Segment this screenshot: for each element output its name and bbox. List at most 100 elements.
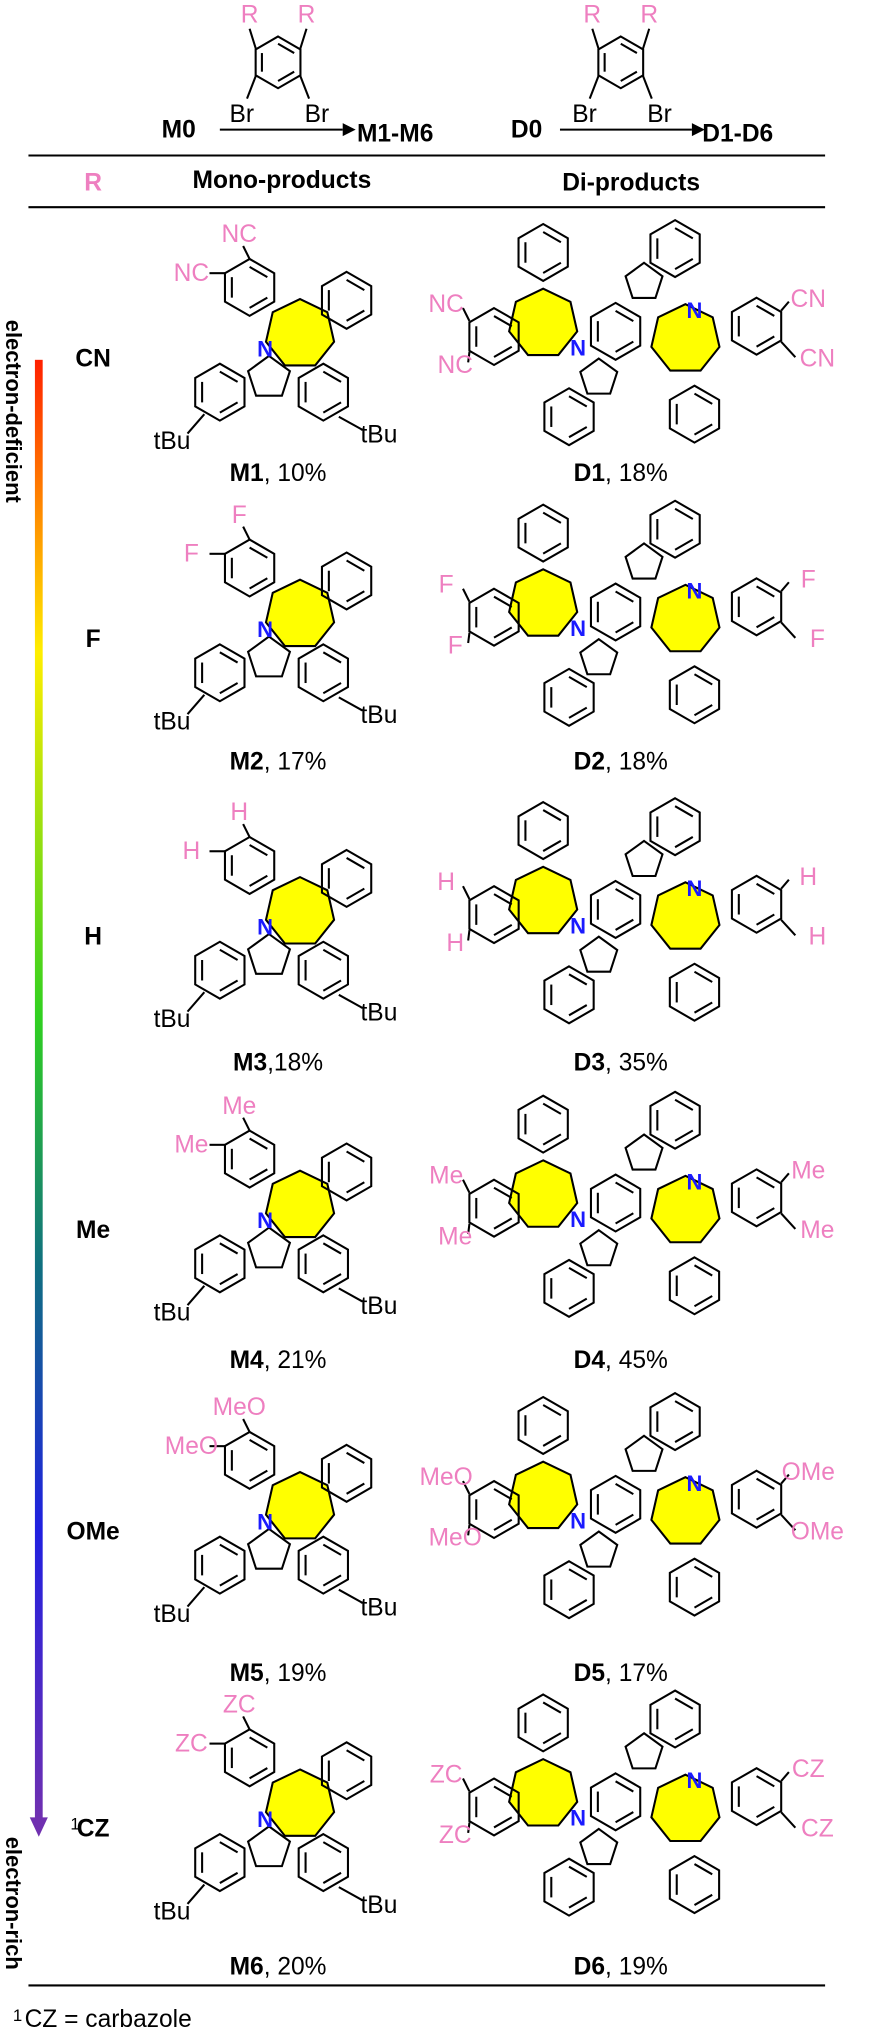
double-bond [615,1780,634,1793]
double-bond [322,401,342,414]
double-bond [346,590,365,603]
atom-label: N [687,876,703,901]
reactant: M0 [162,116,196,143]
double-bond [493,1785,513,1798]
ring [320,1443,373,1503]
compound-yield: , 10% [264,460,327,487]
ring [297,643,349,703]
seven-ring [508,568,579,637]
bond [338,696,363,712]
double-bond [219,1242,239,1255]
double-bond [542,809,562,822]
bond [780,1473,790,1485]
tbu-label: tBu [154,1300,191,1327]
atom-label: Br [647,101,672,128]
double-bond [693,970,713,983]
double-bond [493,595,513,608]
substituent-label: OMe [791,1518,844,1545]
ring [297,940,349,1000]
double-bond [249,266,268,279]
double-bond [249,844,268,857]
double-bond [493,315,513,328]
bond [780,621,797,639]
double-bond [542,1701,562,1714]
ring [589,1173,642,1233]
compound-id: M3 [233,1050,267,1077]
double-bond [219,370,239,383]
atom-label: N [257,1510,273,1535]
double-bond [756,1477,775,1490]
tbu-label: tBu [154,1601,191,1628]
bond [588,74,600,99]
double-bond [674,836,694,849]
five-ring [624,1133,664,1171]
double-bond [249,1469,268,1482]
atom-label: N [257,337,273,362]
double-bond [249,1438,268,1452]
ring [194,643,246,703]
double-bond [568,1896,588,1909]
ring [517,222,569,283]
double-bond [693,1893,713,1906]
compound-yield: ,18% [267,1050,323,1077]
double-bond [674,1430,694,1443]
double-bond [249,577,268,590]
bond [462,1778,471,1792]
ring [297,1535,349,1595]
arrowhead [691,123,705,137]
seven-ring [650,1773,721,1843]
five-ring [624,542,664,580]
compound-label: M3,18% [233,1050,323,1077]
ring [668,1854,721,1915]
atom-label: Br [305,101,330,128]
arrowhead [342,123,356,137]
ring [649,1391,701,1452]
atom-label: N [570,913,586,938]
double-bond [568,426,588,439]
double-bond [493,923,513,937]
bond [299,28,308,50]
double-bond [615,1513,634,1526]
double-bond [693,1596,713,1609]
double-bond [568,973,588,986]
double-bond [493,1518,513,1531]
bond [186,1883,206,1905]
compound-yield: , 19% [605,1954,668,1981]
compound-id: D2 [574,749,605,776]
ring [194,1234,246,1294]
double-bond [219,1543,239,1556]
double-bond [674,1098,694,1111]
bond [242,823,251,838]
ring [730,1168,783,1228]
compound-label: D2, 18% [574,749,668,776]
double-bond [615,309,634,323]
compound-id: D4 [574,1348,606,1375]
substituent-label: H [446,930,464,957]
tbu-label: tBu [360,1000,397,1027]
compound-label: D4, 45% [574,1348,668,1375]
substituent-label: CN [800,345,835,372]
compound-id: D3 [574,1050,605,1077]
double-bond [756,882,775,895]
ring [730,577,783,637]
ring [320,848,373,909]
compound-label: D1, 18% [574,460,668,487]
compound-yield: , 20% [264,1954,327,1981]
compound-id: M4 [230,1348,264,1375]
gradient-arrowhead [29,1817,48,1837]
ring [194,940,246,1000]
substituent-label: H [799,864,817,891]
double-bond [346,857,365,870]
bond [462,1480,471,1495]
seven-ring [650,1174,721,1244]
double-bond [542,1404,562,1417]
double-bond [756,1805,775,1819]
bond [338,1588,363,1604]
tbu-label: tBu [360,1595,397,1622]
ring [517,800,569,861]
ring [468,1777,520,1837]
double-bond [346,1482,365,1495]
bond [780,919,797,937]
double-bond [322,948,342,961]
